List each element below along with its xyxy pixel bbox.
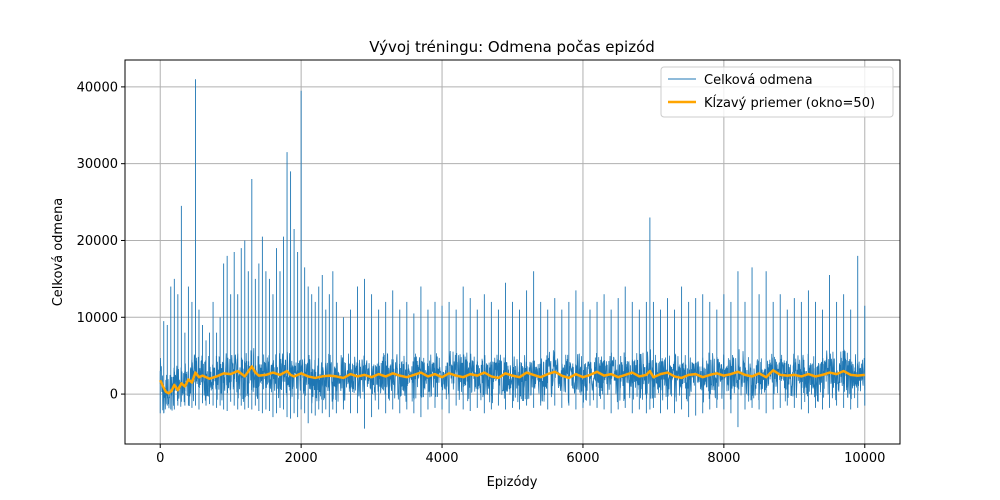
y-tick-label: 10000 bbox=[77, 311, 118, 326]
y-axis-ticks: 0 10000 20000 30000 40000 bbox=[77, 80, 125, 403]
x-tick-label: 8000 bbox=[707, 451, 740, 466]
legend-label-moving-average: Kĺzavý priemer (okno=50) bbox=[704, 95, 875, 111]
y-tick-label: 40000 bbox=[77, 80, 118, 95]
plot-frame bbox=[124, 59, 901, 445]
series-moving-average bbox=[159, 365, 865, 395]
x-axis-ticks: 0 2000 4000 6000 8000 10000 bbox=[156, 444, 885, 466]
y-tick-label: 30000 bbox=[77, 157, 118, 172]
legend-label-total-reward: Celková odmena bbox=[704, 73, 813, 88]
series-total-reward bbox=[159, 79, 866, 429]
y-axis-title: Celková odmena bbox=[51, 198, 66, 307]
y-tick-label: 20000 bbox=[77, 234, 118, 249]
legend-box bbox=[660, 66, 894, 118]
legend: Celková odmena Kĺzavý priemer (okno=50) bbox=[660, 66, 894, 118]
x-tick-label: 2000 bbox=[285, 451, 318, 466]
moving-average-line bbox=[159, 365, 865, 395]
chart-title: Vývoj tréningu: Odmena počas epizód bbox=[369, 38, 655, 56]
x-tick-label: 10000 bbox=[844, 451, 885, 466]
y-tick-label: 0 bbox=[110, 388, 118, 403]
x-tick-label: 0 bbox=[156, 451, 164, 466]
x-axis-title: Epizódy bbox=[487, 475, 538, 490]
x-tick-label: 6000 bbox=[566, 451, 599, 466]
x-tick-label: 4000 bbox=[425, 451, 458, 466]
